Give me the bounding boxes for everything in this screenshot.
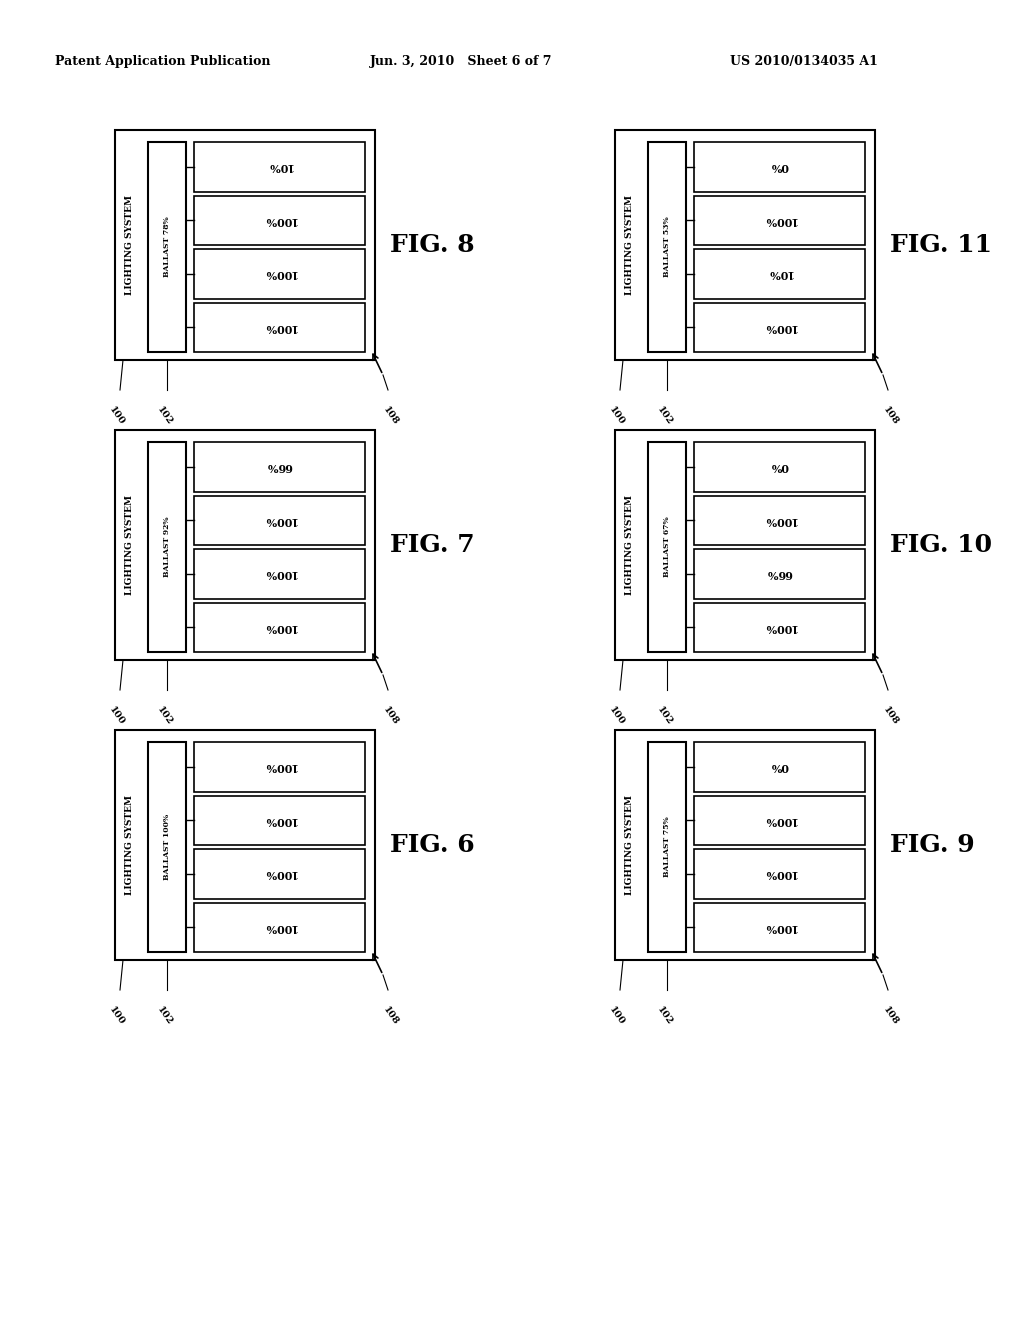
Text: 66%: 66% — [266, 461, 293, 473]
Text: Jun. 3, 2010   Sheet 6 of 7: Jun. 3, 2010 Sheet 6 of 7 — [370, 55, 553, 69]
Text: 102: 102 — [655, 1005, 675, 1027]
Bar — [148, 742, 186, 952]
Bar — [194, 143, 365, 191]
Text: 100%: 100% — [763, 814, 797, 826]
Bar — [615, 129, 874, 360]
Text: BALLAST 92%: BALLAST 92% — [163, 516, 171, 577]
Text: 108: 108 — [882, 405, 900, 426]
Text: 108: 108 — [382, 1005, 400, 1027]
Text: 100: 100 — [108, 405, 127, 426]
Text: 100%: 100% — [263, 568, 296, 579]
Text: 100: 100 — [607, 405, 627, 426]
Bar — [648, 442, 686, 652]
Bar — [694, 442, 865, 491]
Text: 108: 108 — [882, 705, 900, 727]
Text: LIGHTING SYSTEM: LIGHTING SYSTEM — [126, 795, 134, 895]
Bar — [694, 495, 865, 545]
Text: Patent Application Publication: Patent Application Publication — [55, 55, 270, 69]
Text: 66%: 66% — [767, 568, 793, 579]
Text: FIG. 10: FIG. 10 — [890, 533, 992, 557]
Bar — [194, 903, 365, 952]
Bar — [694, 143, 865, 191]
Bar — [194, 442, 365, 491]
Text: FIG. 8: FIG. 8 — [390, 234, 475, 257]
Text: 100%: 100% — [263, 268, 296, 280]
Text: 102: 102 — [655, 705, 675, 727]
Text: 0%: 0% — [770, 161, 788, 172]
Bar — [148, 143, 186, 352]
Text: BALLAST 100%: BALLAST 100% — [163, 814, 171, 880]
Text: 100%: 100% — [763, 921, 797, 933]
Bar — [194, 602, 365, 652]
Text: 102: 102 — [655, 405, 675, 426]
Bar — [694, 742, 865, 792]
Text: 100: 100 — [108, 705, 127, 727]
Text: LIGHTING SYSTEM: LIGHTING SYSTEM — [626, 795, 635, 895]
Text: FIG. 11: FIG. 11 — [890, 234, 992, 257]
Bar — [194, 302, 365, 352]
Bar — [694, 903, 865, 952]
Bar — [648, 143, 686, 352]
Text: 102: 102 — [156, 705, 174, 727]
Text: 100%: 100% — [763, 215, 797, 226]
Text: 100%: 100% — [263, 869, 296, 879]
Bar — [115, 430, 375, 660]
Bar — [194, 849, 365, 899]
Text: 100%: 100% — [763, 622, 797, 632]
Text: 100%: 100% — [263, 921, 296, 933]
Text: 10%: 10% — [266, 161, 293, 172]
Text: 100: 100 — [607, 1005, 627, 1027]
Bar — [694, 549, 865, 598]
Text: LIGHTING SYSTEM: LIGHTING SYSTEM — [126, 195, 134, 294]
Text: 100%: 100% — [763, 322, 797, 333]
Bar — [648, 742, 686, 952]
Bar — [694, 796, 865, 845]
Text: 0%: 0% — [770, 762, 788, 772]
Text: 100%: 100% — [263, 322, 296, 333]
Bar — [115, 129, 375, 360]
Bar — [148, 442, 186, 652]
Text: 0%: 0% — [770, 461, 788, 473]
Bar — [194, 796, 365, 845]
Text: 100%: 100% — [263, 515, 296, 525]
Bar — [115, 730, 375, 960]
Text: FIG. 6: FIG. 6 — [390, 833, 475, 857]
Bar — [694, 602, 865, 652]
Text: BALLAST 67%: BALLAST 67% — [663, 516, 671, 577]
Bar — [194, 549, 365, 598]
Text: LIGHTING SYSTEM: LIGHTING SYSTEM — [126, 495, 134, 595]
Text: FIG. 7: FIG. 7 — [390, 533, 475, 557]
Text: 100%: 100% — [263, 762, 296, 772]
Bar — [194, 742, 365, 792]
Text: 100: 100 — [607, 705, 627, 727]
Bar — [615, 730, 874, 960]
Text: 100%: 100% — [263, 814, 296, 826]
Text: 100%: 100% — [763, 515, 797, 525]
Text: US 2010/0134035 A1: US 2010/0134035 A1 — [730, 55, 878, 69]
Bar — [694, 195, 865, 246]
Text: 10%: 10% — [767, 268, 793, 280]
Text: 100%: 100% — [263, 215, 296, 226]
Text: 108: 108 — [882, 1005, 900, 1027]
Text: LIGHTING SYSTEM: LIGHTING SYSTEM — [626, 195, 635, 294]
Bar — [194, 249, 365, 298]
Text: 100%: 100% — [763, 869, 797, 879]
Text: BALLAST 75%: BALLAST 75% — [663, 817, 671, 878]
Bar — [194, 195, 365, 246]
Text: 100%: 100% — [263, 622, 296, 632]
Bar — [694, 849, 865, 899]
Bar — [694, 249, 865, 298]
Bar — [194, 495, 365, 545]
Text: FIG. 9: FIG. 9 — [890, 833, 975, 857]
Text: 108: 108 — [382, 705, 400, 727]
Text: 100: 100 — [108, 1005, 127, 1027]
Text: BALLAST 53%: BALLAST 53% — [663, 216, 671, 277]
Text: 102: 102 — [156, 405, 174, 426]
Bar — [615, 430, 874, 660]
Text: 102: 102 — [156, 1005, 174, 1027]
Bar — [694, 302, 865, 352]
Text: LIGHTING SYSTEM: LIGHTING SYSTEM — [626, 495, 635, 595]
Text: 108: 108 — [382, 405, 400, 426]
Text: BALLAST 78%: BALLAST 78% — [163, 216, 171, 277]
